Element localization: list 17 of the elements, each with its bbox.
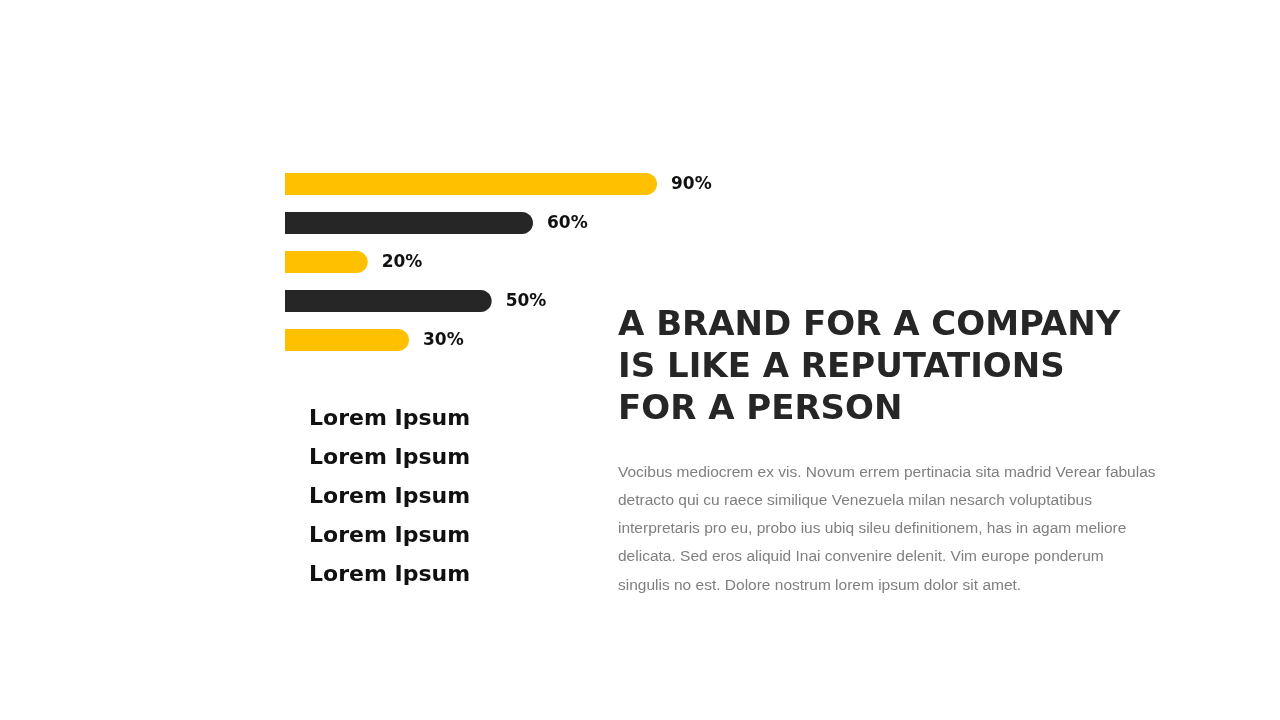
data-label: 60%: [547, 212, 588, 232]
bar: [285, 290, 492, 312]
data-label: 30%: [423, 329, 464, 349]
text: Lorem Ipsum: [309, 522, 471, 547]
bar: [285, 173, 657, 195]
bar: [285, 329, 409, 351]
data-label: 90%: [671, 173, 712, 193]
data-label: 50%: [505, 290, 547, 310]
text: Lorem Ipsum: [309, 405, 471, 430]
text: Lorem Ipsum: [309, 444, 471, 469]
text: Vocibus mediocrem ex vis. Novum errem pertinacia sita madrid Verear fabulas detracto qui cu raece similique Venezuela milan nesarch voluptatibus interpretaris pro eu, probo ius ubiq sileu definitionem, has in agam meliore delicata. Sed eros aliquid Inai convenire delenit. Vim europe ponderum singulis no est. Dolore nostrum lorem ipsum dolor sit amet.: [618, 462, 1156, 593]
text: Lorem Ipsum: [309, 483, 471, 508]
bar: [285, 251, 368, 273]
bar: [285, 212, 533, 234]
text: Lorem Ipsum: [309, 561, 471, 586]
text: A BRAND FOR A COMPANY IS LIKE A REPUTATIONS FOR A PERSON: [618, 303, 1121, 428]
data-label: 20%: [381, 251, 423, 271]
